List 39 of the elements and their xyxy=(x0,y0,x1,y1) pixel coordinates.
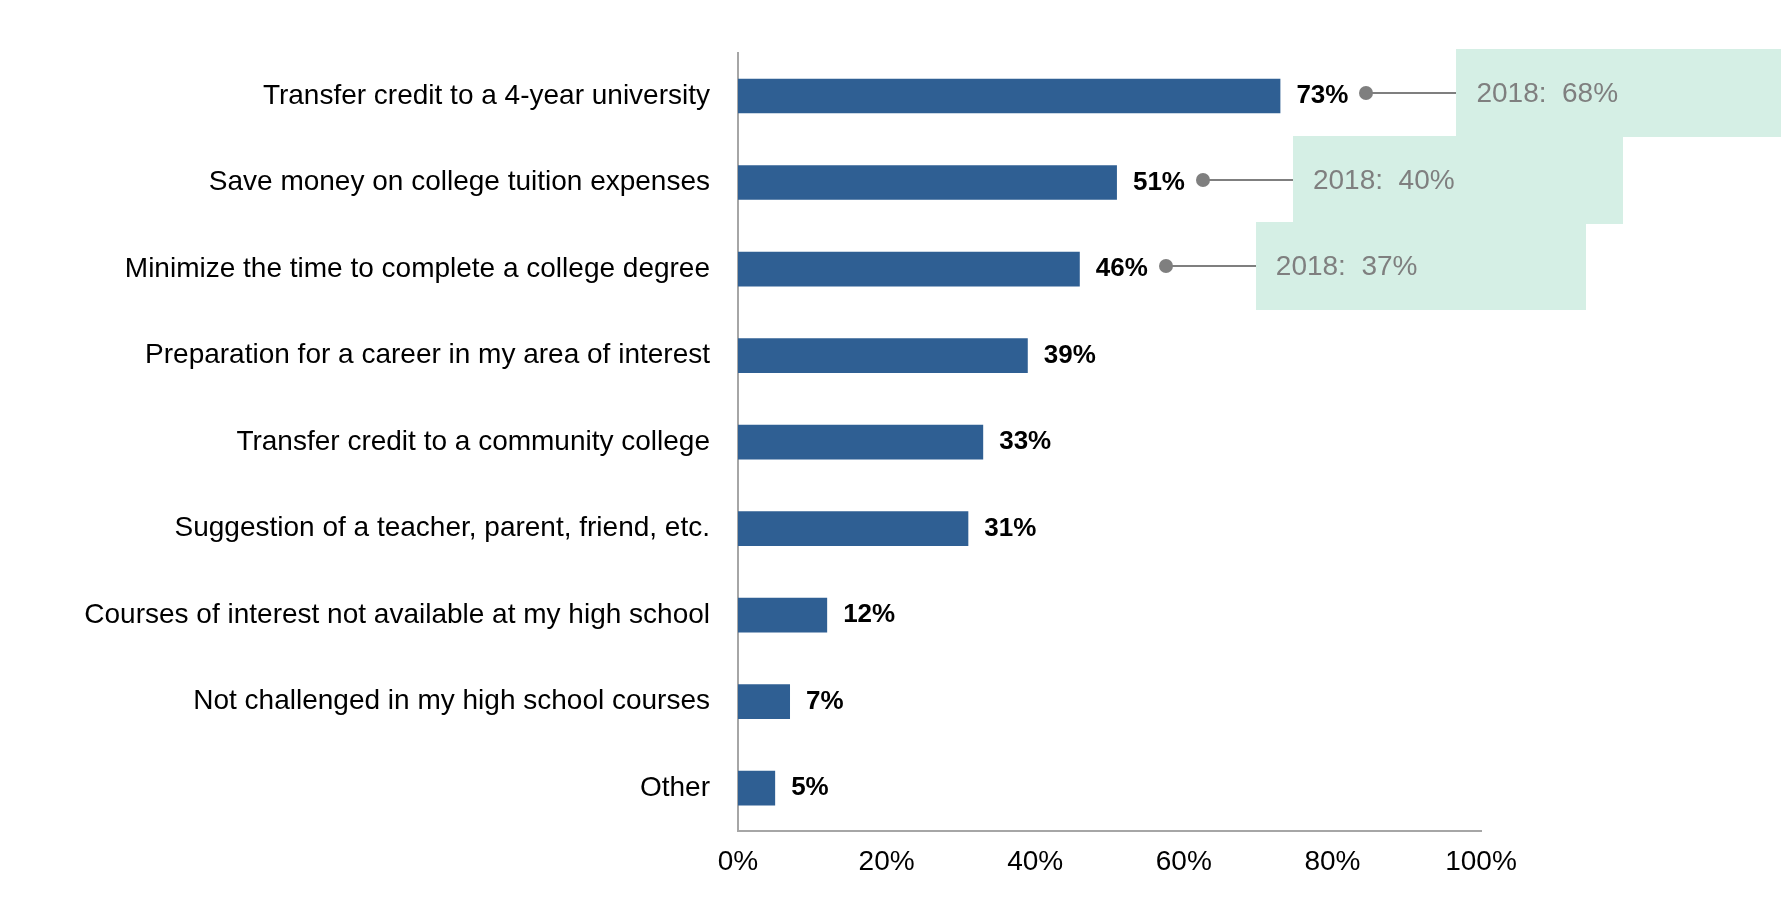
bar xyxy=(738,165,1117,200)
bar xyxy=(738,338,1028,373)
data-label: 73% xyxy=(1296,79,1349,110)
data-label: 46% xyxy=(1095,252,1148,283)
callout-box: 2018: 40% xyxy=(1292,135,1623,224)
y-tick-label: Transfer credit to a community college xyxy=(236,424,710,456)
x-tick-label: 20% xyxy=(858,844,915,876)
bar xyxy=(738,78,1281,114)
callout-box: 2018: 37% xyxy=(1255,222,1586,311)
y-tick-label: Save money on college tuition expenses xyxy=(208,165,710,197)
data-label: 39% xyxy=(1043,338,1096,369)
annotation: 2018: 37% xyxy=(1275,250,1418,283)
data-label: 51% xyxy=(1132,165,1185,196)
x-tick-label: 60% xyxy=(1155,844,1212,876)
data-label: 33% xyxy=(999,425,1052,456)
y-tick-label: Transfer credit to a 4-year university xyxy=(262,78,710,110)
x-tick-label: 0% xyxy=(717,844,759,876)
bar xyxy=(738,424,984,460)
bar xyxy=(738,684,791,719)
y-tick-label: Courses of interest not available at my high school xyxy=(84,597,710,629)
data-label: 7% xyxy=(806,684,844,715)
annotation: 2018: 68% xyxy=(1476,77,1619,110)
y-tick-label: Suggestion of a teacher, parent, friend, etc. xyxy=(174,511,710,543)
bar xyxy=(738,597,828,633)
data-label: 12% xyxy=(843,598,896,629)
annotation: 2018: 40% xyxy=(1312,163,1455,196)
y-tick-label: Other xyxy=(639,770,710,802)
x-tick-label: 40% xyxy=(1007,844,1064,876)
bar xyxy=(738,251,1080,287)
x-tick-label: 100% xyxy=(1445,844,1517,876)
y-tick-label: Minimize the time to complete a college degree xyxy=(124,251,710,283)
y-tick-label: Not challenged in my high school courses xyxy=(193,684,710,716)
callout-box: 2018: 68% xyxy=(1456,49,1781,138)
y-tick-label: Preparation for a career in my area of interest xyxy=(145,338,711,370)
data-label: 5% xyxy=(791,771,829,802)
bar xyxy=(738,770,776,806)
x-tick-label: 80% xyxy=(1304,844,1361,876)
bar xyxy=(738,511,969,546)
data-label: 31% xyxy=(984,511,1037,542)
